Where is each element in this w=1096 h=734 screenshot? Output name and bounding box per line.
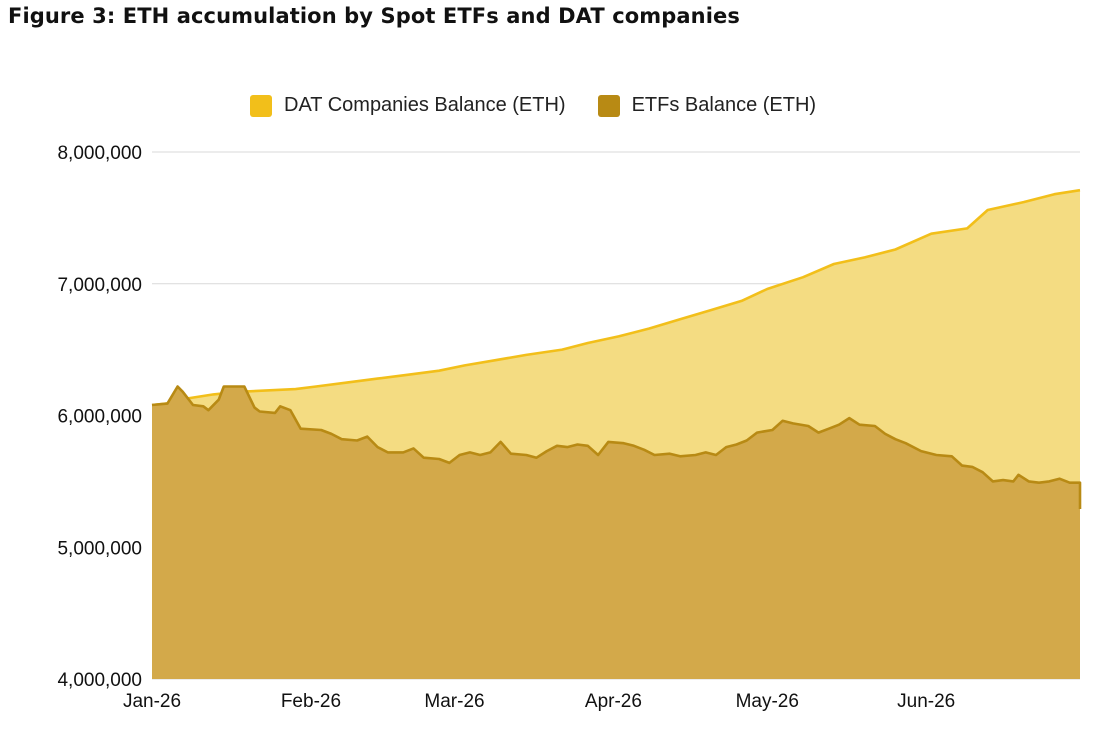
- x-tick-label: Mar-26: [424, 691, 484, 712]
- legend-item-etf[interactable]: ETFs Balance (ETH): [597, 94, 817, 117]
- chart-legend: DAT Companies Balance (ETH) ETFs Balance…: [250, 94, 848, 117]
- x-tick-label: Jun-26: [897, 691, 955, 712]
- legend-swatch-etf: [597, 94, 620, 117]
- series-area-etf: [152, 386, 1080, 679]
- x-tick-label: Jan-26: [123, 691, 181, 712]
- legend-label-dat: DAT Companies Balance (ETH): [284, 94, 566, 116]
- y-tick-label: 4,000,000: [57, 670, 142, 691]
- x-tick-label: May-26: [736, 691, 799, 712]
- figure-title: Figure 3: ETH accumulation by Spot ETFs …: [8, 4, 740, 28]
- axis-ticks: 4,000,000 5,000,000 6,000,000 7,000,000 8,00…: [57, 143, 955, 712]
- y-tick-label: 7,000,000: [57, 275, 142, 296]
- series-line-etf: [151, 385, 1082, 509]
- y-tick-label: 8,000,000: [57, 143, 142, 164]
- y-tick-label: 6,000,000: [57, 407, 142, 428]
- x-tick-label: Apr-26: [585, 691, 642, 712]
- y-tick-label: 5,000,000: [57, 538, 142, 559]
- area-series: [151, 188, 1082, 679]
- legend-swatch-dat: [250, 94, 272, 117]
- series-line-dat: [151, 188, 1081, 407]
- legend-item-dat[interactable]: DAT Companies Balance (ETH): [250, 94, 566, 117]
- x-tick-label: Feb-26: [281, 691, 341, 712]
- legend-label-etf: ETFs Balance (ETH): [631, 94, 817, 116]
